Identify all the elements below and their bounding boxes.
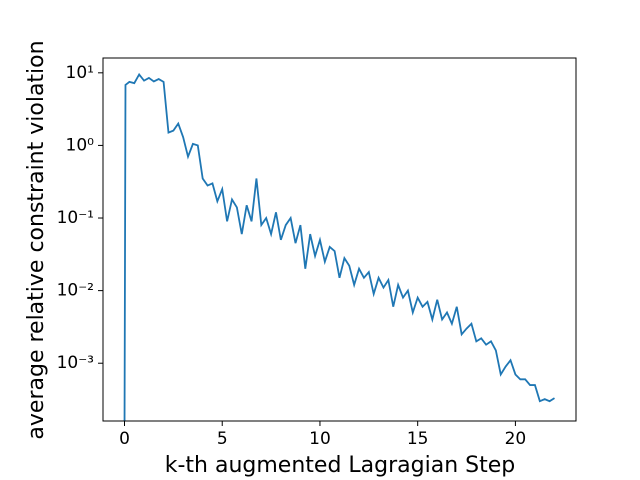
x-tick-label: 0 — [119, 429, 130, 449]
plot-frame — [102, 57, 577, 422]
x-axis-label: k-th augmented Lagragian Step — [165, 453, 515, 478]
x-tick-label: 10 — [309, 429, 331, 449]
data-line — [123, 72, 555, 421]
x-tick-label: 15 — [407, 429, 429, 449]
x-tick-label: 5 — [217, 429, 228, 449]
y-tick-label: 10⁻² — [57, 281, 94, 301]
y-tick-label: 10⁻³ — [57, 353, 94, 373]
y-tick-label: 10⁰ — [66, 135, 95, 155]
y-axis-label: average relative constraint violation — [24, 40, 49, 439]
x-tick-label: 20 — [505, 429, 527, 449]
y-tick-label: 10⁻¹ — [57, 208, 94, 228]
y-tick-label: 10¹ — [66, 63, 94, 83]
